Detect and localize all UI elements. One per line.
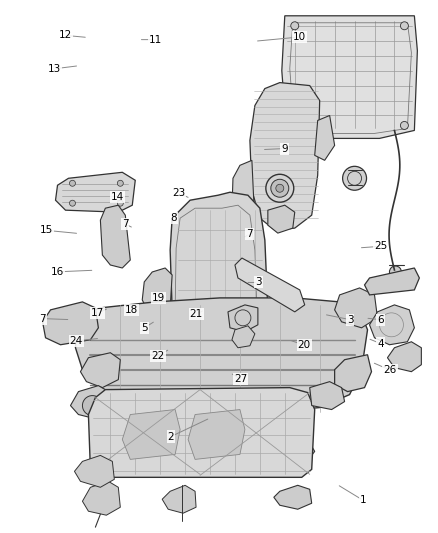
Circle shape bbox=[400, 22, 408, 30]
Text: 20: 20 bbox=[297, 340, 311, 350]
Text: 1: 1 bbox=[360, 495, 367, 505]
Text: 13: 13 bbox=[47, 64, 60, 74]
Text: 27: 27 bbox=[234, 374, 247, 384]
Polygon shape bbox=[162, 486, 196, 513]
Circle shape bbox=[117, 180, 124, 186]
Circle shape bbox=[266, 174, 294, 202]
Polygon shape bbox=[42, 302, 99, 345]
Polygon shape bbox=[56, 172, 135, 212]
Text: 23: 23 bbox=[172, 188, 185, 198]
Polygon shape bbox=[310, 382, 345, 409]
Circle shape bbox=[291, 22, 299, 30]
Text: 22: 22 bbox=[151, 351, 165, 361]
Circle shape bbox=[117, 200, 124, 206]
Text: 11: 11 bbox=[149, 35, 162, 45]
Polygon shape bbox=[250, 83, 320, 230]
Text: 26: 26 bbox=[384, 365, 397, 375]
Polygon shape bbox=[81, 353, 120, 387]
Circle shape bbox=[291, 122, 299, 130]
Polygon shape bbox=[122, 409, 180, 459]
Text: 25: 25 bbox=[374, 241, 387, 252]
Polygon shape bbox=[74, 455, 114, 487]
Text: 2: 2 bbox=[168, 432, 174, 441]
Circle shape bbox=[70, 180, 75, 186]
Polygon shape bbox=[370, 305, 414, 345]
Circle shape bbox=[400, 122, 408, 130]
Polygon shape bbox=[235, 395, 275, 430]
Text: 16: 16 bbox=[51, 267, 64, 277]
Polygon shape bbox=[188, 409, 245, 459]
Circle shape bbox=[276, 184, 284, 192]
Polygon shape bbox=[71, 385, 112, 419]
Text: 18: 18 bbox=[125, 305, 138, 315]
Text: 12: 12 bbox=[59, 30, 72, 41]
Text: 21: 21 bbox=[190, 309, 203, 319]
Polygon shape bbox=[235, 258, 305, 312]
Circle shape bbox=[82, 395, 102, 416]
Text: 3: 3 bbox=[346, 314, 353, 325]
Polygon shape bbox=[142, 268, 172, 315]
Text: 14: 14 bbox=[111, 192, 124, 203]
Polygon shape bbox=[268, 205, 295, 233]
Polygon shape bbox=[335, 355, 371, 392]
Text: 19: 19 bbox=[152, 293, 166, 303]
Text: 4: 4 bbox=[377, 338, 384, 349]
Polygon shape bbox=[388, 342, 421, 372]
Polygon shape bbox=[228, 305, 258, 332]
Polygon shape bbox=[364, 268, 419, 295]
Polygon shape bbox=[100, 205, 130, 268]
Text: 7: 7 bbox=[122, 219, 128, 229]
Polygon shape bbox=[314, 116, 335, 160]
Circle shape bbox=[70, 200, 75, 206]
Polygon shape bbox=[232, 326, 255, 348]
Text: 10: 10 bbox=[293, 32, 306, 42]
Polygon shape bbox=[75, 298, 367, 415]
Polygon shape bbox=[282, 16, 417, 139]
Polygon shape bbox=[170, 192, 268, 392]
Circle shape bbox=[389, 266, 401, 278]
Circle shape bbox=[139, 409, 157, 426]
Circle shape bbox=[343, 166, 367, 190]
Text: 7: 7 bbox=[39, 313, 46, 324]
Circle shape bbox=[144, 414, 152, 422]
Text: 3: 3 bbox=[255, 278, 261, 287]
Text: 6: 6 bbox=[377, 314, 384, 325]
Text: 7: 7 bbox=[246, 229, 253, 239]
Polygon shape bbox=[274, 486, 312, 509]
Polygon shape bbox=[335, 288, 378, 328]
Circle shape bbox=[271, 179, 289, 197]
Polygon shape bbox=[232, 160, 255, 240]
Polygon shape bbox=[88, 387, 314, 478]
Polygon shape bbox=[252, 427, 314, 467]
Text: 15: 15 bbox=[40, 225, 53, 236]
Circle shape bbox=[133, 402, 163, 432]
Text: 8: 8 bbox=[170, 213, 177, 223]
Text: 17: 17 bbox=[91, 308, 104, 318]
Text: 5: 5 bbox=[141, 322, 148, 333]
Text: 24: 24 bbox=[70, 336, 83, 346]
Polygon shape bbox=[82, 481, 120, 515]
Text: 9: 9 bbox=[281, 143, 288, 154]
